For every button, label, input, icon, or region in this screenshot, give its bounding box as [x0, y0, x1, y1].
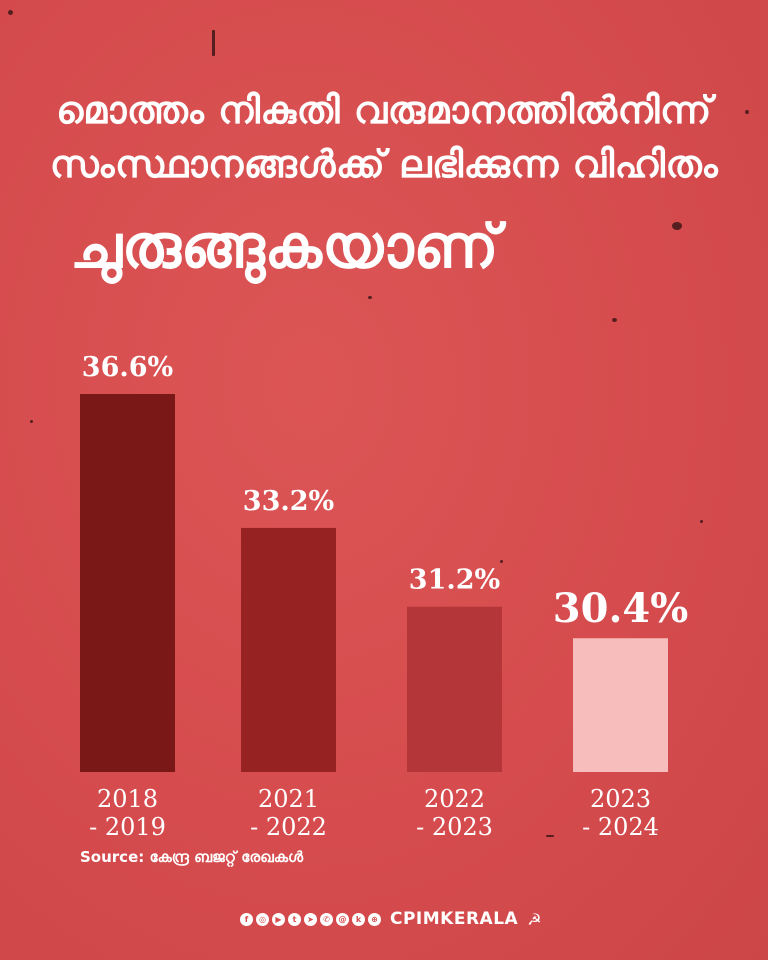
grunge-speck [30, 420, 33, 423]
bar-1 [241, 527, 336, 772]
grunge-speck [745, 110, 749, 114]
source-note: Source: കേന്ദ്ര ബജറ്റ് രേഖകൾ [80, 848, 304, 866]
value-label-0: 36.6% [82, 352, 173, 383]
grunge-speck [212, 30, 215, 56]
brand-name: CPIMKERALA [390, 909, 519, 929]
category-label-1: 2021- 2022 [250, 785, 327, 841]
youtube-icon[interactable]: ▶ [272, 912, 285, 926]
value-label-1: 33.2% [243, 486, 334, 517]
grunge-speck [546, 835, 554, 837]
bar-2 [407, 606, 502, 772]
instagram-icon[interactable]: ◎ [256, 912, 269, 926]
grunge-speck [368, 296, 372, 299]
headline-line-1: മൊത്തം നികുതി വരുമാനത്തിൽനിന്ന് [56, 88, 712, 132]
grunge-speck [500, 560, 503, 563]
facebook-icon[interactable]: f [240, 912, 253, 926]
category-label-0: 2018- 2019 [89, 785, 166, 841]
threads-icon[interactable]: @ [336, 912, 349, 926]
grunge-speck [700, 520, 703, 523]
category-label-2: 2022- 2023 [416, 785, 493, 841]
value-label-3: 30.4% [553, 585, 688, 632]
hammer-sickle-icon: ☭ [527, 909, 542, 929]
grunge-speck [612, 318, 617, 322]
headline-line-3: ചുരുങ്ങുകയാണ് [70, 212, 499, 282]
koo-icon[interactable]: k [352, 912, 365, 926]
globe-icon[interactable]: ⊕ [368, 912, 381, 926]
footer: f ◎ ▶ t ➤ ✆ @ k ⊕ CPIMKERALA ☭ [240, 907, 542, 931]
whatsapp-icon[interactable]: ✆ [320, 912, 333, 926]
twitter-icon[interactable]: t [288, 912, 301, 926]
telegram-icon[interactable]: ➤ [304, 912, 317, 926]
grunge-speck [8, 10, 13, 15]
bar-3 [573, 638, 668, 772]
value-label-2: 31.2% [409, 565, 500, 596]
bar-0 [80, 394, 175, 772]
category-label-3: 2023- 2024 [582, 785, 659, 841]
grunge-speck [672, 222, 682, 230]
headline-line-2: സംസ്ഥാനങ്ങൾക്ക് ലഭിക്കുന്ന വിഹിതം [49, 142, 719, 186]
